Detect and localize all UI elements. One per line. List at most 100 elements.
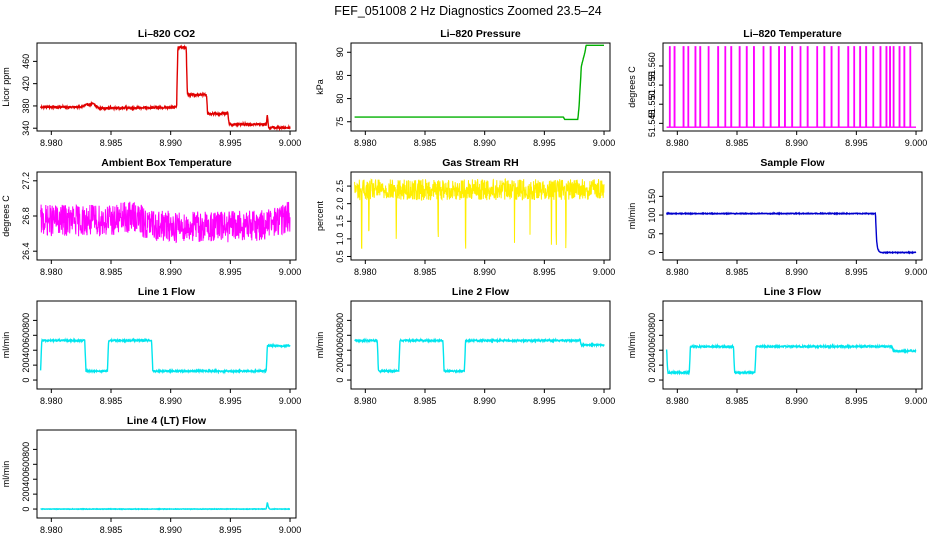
x-tick-label: 9.000	[279, 138, 302, 148]
x-tick-label: 8.990	[159, 525, 182, 535]
x-tick-label: 9.000	[279, 267, 302, 277]
y-tick-label: 800	[647, 313, 657, 328]
plot-frame	[36, 42, 297, 132]
x-tick-label: 8.980	[40, 267, 63, 277]
chart-panel: Line 1 Flow 8.980 8.985 8.990 8.995 9.000 0 200…	[1, 286, 301, 406]
y-tick-label: 27.2	[21, 172, 31, 190]
y-tick-label: 340	[21, 121, 31, 136]
y-axis-label: percent	[315, 200, 325, 231]
y-tick-label: 2.5	[335, 180, 345, 193]
y-tick-label: 51.555	[647, 71, 657, 99]
y-tick-label: 75	[335, 117, 345, 127]
y-tick-label: 26.4	[21, 242, 31, 260]
x-tick-label: 8.985	[726, 396, 749, 406]
x-tick-label: 8.995	[219, 396, 242, 406]
x-tick-label: 8.985	[726, 138, 749, 148]
x-tick-label: 8.985	[100, 267, 123, 277]
plot-frame	[36, 429, 297, 519]
y-tick-label: 1.5	[335, 215, 345, 228]
y-axis-label: ml/min	[315, 332, 325, 359]
y-tick-label: 51.545	[647, 110, 657, 138]
x-tick-label: 8.995	[533, 138, 556, 148]
x-tick-label: 9.000	[905, 138, 928, 148]
x-tick-label: 8.990	[473, 267, 496, 277]
x-tick-label: 8.995	[533, 396, 556, 406]
x-tick-label: 9.000	[905, 267, 928, 277]
x-tick-label: 8.985	[414, 396, 437, 406]
y-tick-label: 100	[647, 208, 657, 223]
x-tick-label: 8.980	[666, 138, 689, 148]
y-axis-label: ml/min	[1, 461, 11, 488]
y-tick-label: 800	[335, 313, 345, 328]
chart-title: Ambient Box Temperature	[101, 157, 232, 169]
chart-panel: Li–820 CO2 8.980 8.985 8.990 8.995 9.000 340 38…	[1, 28, 301, 148]
y-tick-label: 400	[335, 343, 345, 358]
x-tick-label: 8.990	[785, 396, 808, 406]
x-tick-label: 9.000	[905, 396, 928, 406]
y-tick-label: 0.5	[335, 250, 345, 263]
x-tick-label: 9.000	[593, 138, 616, 148]
x-tick-label: 8.985	[100, 396, 123, 406]
series-line	[40, 201, 291, 244]
x-tick-label: 9.000	[279, 525, 302, 535]
x-tick-label: 8.990	[473, 396, 496, 406]
y-tick-label: 150	[647, 189, 657, 204]
x-tick-label: 8.985	[414, 267, 437, 277]
y-tick-label: 0	[647, 378, 657, 383]
x-tick-label: 8.980	[354, 396, 377, 406]
chart-panel: Line 3 Flow 8.980 8.985 8.990 8.995 9.000 0 200…	[627, 286, 927, 406]
y-tick-label: 600	[647, 328, 657, 343]
y-axis-label: kPa	[315, 79, 325, 95]
series-line	[665, 211, 917, 255]
series-line	[354, 178, 605, 249]
chart-panel: Li–820 Pressure 8.980 8.985 8.990 8.995 9.000…	[315, 28, 615, 148]
chart-title: Line 3 Flow	[764, 286, 822, 298]
y-tick-label: 420	[21, 76, 31, 91]
chart-title: Sample Flow	[760, 157, 825, 169]
y-tick-label: 1.0	[335, 233, 345, 246]
x-tick-label: 8.980	[40, 138, 63, 148]
series-line	[665, 343, 917, 376]
y-tick-label: 90	[335, 47, 345, 57]
x-tick-label: 8.985	[414, 138, 437, 148]
y-tick-label: 50	[647, 229, 657, 239]
y-tick-label: 400	[647, 343, 657, 358]
y-axis-label: ml/min	[627, 203, 637, 230]
y-axis-label: ml/min	[627, 332, 637, 359]
series-line	[40, 502, 291, 511]
y-axis-label: Licor ppm	[1, 67, 11, 107]
x-tick-label: 8.995	[845, 396, 868, 406]
y-tick-label: 0	[647, 250, 657, 255]
chart-panel: Ambient Box Temperature 8.980 8.985 8.990 8.…	[1, 157, 301, 277]
series-line	[354, 44, 604, 121]
y-axis-label: degrees C	[1, 195, 11, 237]
y-axis-label: ml/min	[1, 332, 11, 359]
x-tick-label: 9.000	[593, 267, 616, 277]
x-tick-label: 8.980	[354, 138, 377, 148]
series-line	[666, 46, 916, 128]
y-tick-label: 85	[335, 70, 345, 80]
plot-frame	[36, 300, 297, 390]
chart-title: Line 2 Flow	[452, 286, 510, 298]
x-tick-label: 8.995	[845, 138, 868, 148]
y-tick-label: 600	[21, 457, 31, 472]
y-tick-label: 0	[21, 507, 31, 512]
chart-panel: Sample Flow 8.980 8.985 8.990 8.995 9.000 0 50 1…	[627, 157, 927, 277]
x-tick-label: 8.990	[159, 396, 182, 406]
chart-panel: Li–820 Temperature 8.980 8.985 8.990 8.995 9.…	[627, 28, 927, 148]
plot-frame	[662, 300, 923, 390]
x-tick-label: 8.995	[219, 138, 242, 148]
x-tick-label: 8.995	[219, 525, 242, 535]
y-tick-label: 2.0	[335, 197, 345, 210]
x-tick-label: 9.000	[279, 396, 302, 406]
chart-title: Line 4 (LT) Flow	[127, 415, 207, 427]
series-line	[354, 337, 605, 374]
series-line	[39, 337, 291, 375]
plot-frame	[350, 42, 611, 132]
y-tick-label: 800	[21, 442, 31, 457]
y-tick-label: 51.560	[647, 52, 657, 80]
chart-title: Line 1 Flow	[138, 286, 196, 298]
chart-title: Li–820 Pressure	[440, 28, 521, 40]
y-tick-label: 0	[21, 378, 31, 383]
plot-frame	[662, 171, 923, 261]
